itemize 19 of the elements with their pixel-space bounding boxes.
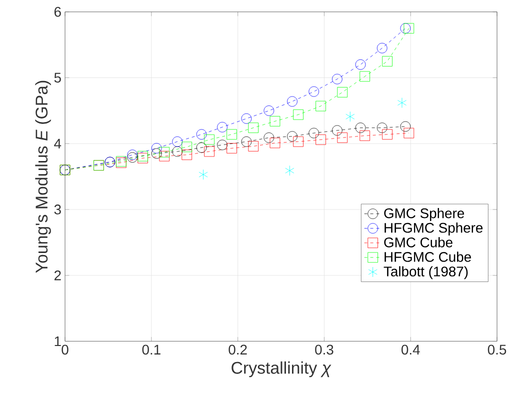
y-tick-label: 5 (54, 72, 61, 83)
x-tick-label: 0.3 (315, 344, 334, 355)
legend-label: HFGMC Sphere (384, 222, 483, 236)
x-tick-label: 0 (62, 344, 68, 355)
y-tick-label: 6 (54, 6, 61, 17)
y-tick-label: 2 (54, 270, 61, 280)
legend-label: HFGMC Cube (384, 252, 471, 262)
x-tick-label: 0.2 (228, 344, 247, 355)
x-tick-label: 0.1 (142, 344, 160, 355)
y-axis-title: Young's Modulus E (GPa) (35, 80, 51, 273)
x-tick-label: 0.5 (488, 344, 506, 355)
x-tick-label: 0.4 (401, 344, 420, 355)
legend-label: Talbott (1987) (384, 266, 468, 280)
y-tick-label: 1 (54, 336, 61, 346)
legend-label: GMC Cube (384, 237, 452, 248)
legend-label: GMC Sphere (384, 208, 464, 221)
y-tick-label: 4 (54, 138, 62, 148)
y-tick-label: 3 (54, 204, 61, 214)
x-axis-title: Crystallinity χ (232, 361, 332, 378)
